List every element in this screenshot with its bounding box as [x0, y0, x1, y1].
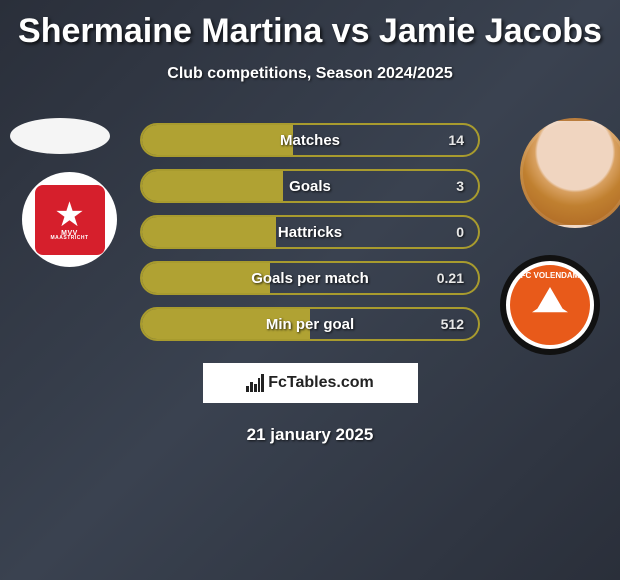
- player-left-avatar: [10, 118, 110, 154]
- stat-fill: [142, 171, 283, 201]
- subtitle: Club competitions, Season 2024/2025: [0, 65, 620, 83]
- stat-fill: [142, 125, 293, 155]
- stat-value: 512: [441, 316, 464, 332]
- stat-label: Hattricks: [278, 224, 342, 241]
- stat-label: Min per goal: [266, 316, 354, 333]
- boat-icon: [532, 287, 568, 323]
- stat-label: Goals per match: [251, 270, 369, 287]
- club-left-badge: ★ MVV MAASTRICHT: [22, 172, 117, 267]
- stat-fill: [142, 217, 276, 247]
- stat-row: Hattricks 0: [140, 215, 480, 249]
- stat-row: Goals 3: [140, 169, 480, 203]
- stat-value: 3: [456, 178, 464, 194]
- brand-box[interactable]: FcTables.com: [203, 363, 418, 403]
- stat-value: 14: [448, 132, 464, 148]
- stat-label: Matches: [280, 132, 340, 149]
- chart-icon: [246, 374, 264, 392]
- stat-value: 0.21: [437, 270, 464, 286]
- player-right-avatar: [520, 118, 620, 228]
- club-right-badge: FC VOLENDAM: [500, 255, 600, 355]
- date-label: 21 january 2025: [0, 425, 620, 445]
- brand-text: FcTables.com: [268, 374, 374, 392]
- page-title: Shermaine Martina vs Jamie Jacobs: [0, 0, 620, 51]
- club-left-sub: MAASTRICHT: [50, 235, 88, 241]
- stat-row: Matches 14: [140, 123, 480, 157]
- club-right-name: FC VOLENDAM: [521, 271, 580, 280]
- stats-container: Matches 14 Goals 3 Hattricks 0 Goals per match…: [140, 123, 480, 341]
- stat-value: 0: [456, 224, 464, 240]
- stat-row: Goals per match 0.21: [140, 261, 480, 295]
- stat-label: Goals: [289, 178, 331, 195]
- star-icon: ★: [54, 198, 84, 232]
- stat-row: Min per goal 512: [140, 307, 480, 341]
